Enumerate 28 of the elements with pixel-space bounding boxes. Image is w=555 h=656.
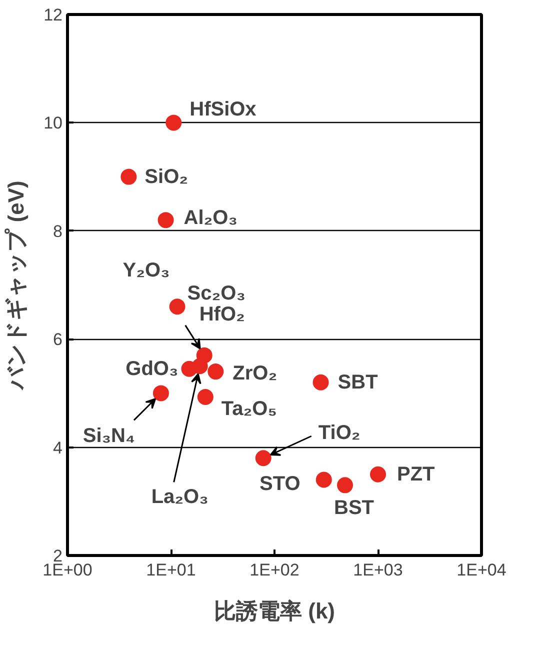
annotation: Ta₂O₅ — [221, 398, 277, 420]
annotation: STO — [260, 472, 300, 495]
annotation: HfSiOx — [190, 98, 256, 121]
annotation: PZT — [397, 463, 435, 486]
annotation: Al₂O₃ — [184, 207, 238, 230]
annotation: HfO₂ — [199, 303, 245, 326]
annotation: La₂O₃ — [151, 486, 208, 508]
y-tick-label: 4 — [53, 438, 63, 458]
y-tick-label: 12 — [44, 6, 63, 24]
annotation: GdO₃ — [126, 358, 178, 380]
y-tick-label: 8 — [53, 222, 63, 241]
annotation: BST — [334, 497, 374, 520]
y-tick-label: 6 — [53, 330, 63, 350]
y-tick-label: 10 — [44, 114, 63, 133]
x-tick-label: 1E+01 — [146, 560, 196, 580]
x-tick-label: 1E+04 — [456, 560, 506, 580]
annotation: Y₂O₃ — [122, 260, 170, 282]
x-axis-title: 比誘電率 (k) — [214, 598, 335, 624]
y-axis-title: バンドギャップ (eV) — [4, 180, 29, 392]
annotation: Si₃N₄ — [82, 425, 136, 448]
x-tick-label: 1E+03 — [353, 560, 403, 580]
annotation: TiO₂ — [318, 422, 360, 444]
annotation: Sc₂O₃ — [187, 282, 246, 305]
x-tick-label: 1E+02 — [250, 560, 300, 580]
annotation: SiO₂ — [144, 166, 188, 188]
x-tick-label: 1E+00 — [42, 560, 92, 580]
annotation: SBT — [338, 371, 378, 394]
annotation: ZrO₂ — [232, 362, 278, 385]
